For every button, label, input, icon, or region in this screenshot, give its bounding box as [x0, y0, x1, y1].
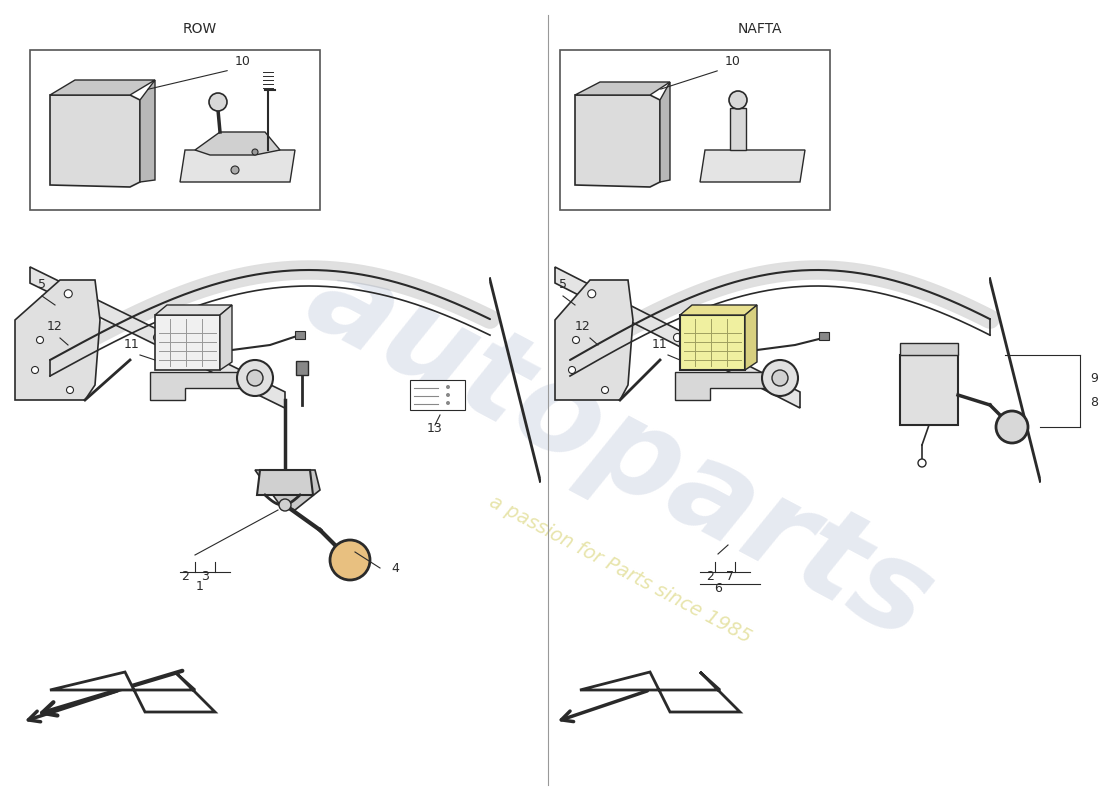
Polygon shape: [140, 80, 155, 182]
Circle shape: [279, 499, 292, 511]
Polygon shape: [556, 267, 800, 408]
Polygon shape: [180, 150, 295, 182]
Circle shape: [330, 540, 370, 580]
Bar: [295, 331, 305, 339]
Bar: [900, 343, 958, 355]
Polygon shape: [195, 132, 280, 155]
Polygon shape: [660, 82, 670, 182]
Text: 11: 11: [124, 338, 140, 351]
Circle shape: [772, 370, 788, 386]
Polygon shape: [675, 372, 764, 400]
Circle shape: [602, 386, 608, 394]
Polygon shape: [580, 672, 740, 712]
Circle shape: [446, 393, 450, 397]
Text: ROW: ROW: [183, 22, 217, 36]
Circle shape: [572, 337, 580, 343]
Text: 6: 6: [714, 582, 722, 595]
Polygon shape: [155, 305, 232, 315]
Circle shape: [236, 360, 273, 396]
Text: 13: 13: [427, 422, 443, 435]
Polygon shape: [990, 278, 1040, 482]
Polygon shape: [50, 95, 140, 187]
Text: 11: 11: [652, 338, 668, 351]
Polygon shape: [30, 267, 285, 408]
Polygon shape: [150, 372, 240, 400]
Circle shape: [66, 386, 74, 394]
Polygon shape: [220, 305, 232, 370]
Polygon shape: [575, 82, 670, 95]
Polygon shape: [15, 280, 100, 400]
Text: 10: 10: [235, 55, 251, 68]
Circle shape: [762, 360, 798, 396]
Text: 2: 2: [182, 570, 189, 583]
Bar: [296, 361, 308, 375]
Circle shape: [248, 370, 263, 386]
Circle shape: [587, 290, 596, 298]
Circle shape: [252, 149, 258, 155]
Text: autoparts: autoparts: [287, 235, 953, 665]
Circle shape: [32, 366, 39, 374]
Text: 12: 12: [47, 320, 63, 333]
Circle shape: [36, 337, 44, 343]
Circle shape: [918, 459, 926, 467]
Bar: [30, 50, 320, 210]
Text: 12: 12: [575, 320, 591, 333]
Polygon shape: [680, 305, 757, 315]
Circle shape: [64, 290, 73, 298]
Polygon shape: [255, 470, 320, 510]
Polygon shape: [490, 278, 540, 482]
Polygon shape: [745, 305, 757, 370]
Circle shape: [729, 91, 747, 109]
Circle shape: [154, 334, 162, 342]
Polygon shape: [50, 80, 155, 95]
Bar: [155, 315, 220, 370]
Circle shape: [673, 334, 682, 342]
Text: 5: 5: [559, 278, 566, 291]
Bar: [820, 332, 829, 340]
Text: 5: 5: [39, 278, 46, 291]
Circle shape: [231, 166, 239, 174]
Polygon shape: [575, 95, 660, 187]
Bar: [680, 315, 745, 370]
Bar: [900, 355, 958, 425]
Circle shape: [209, 93, 227, 111]
Text: 9: 9: [1090, 371, 1098, 385]
Text: NAFTA: NAFTA: [738, 22, 782, 36]
Text: 10: 10: [725, 55, 741, 68]
Bar: [560, 50, 830, 210]
Polygon shape: [50, 672, 215, 712]
Circle shape: [569, 366, 575, 374]
Circle shape: [446, 401, 450, 405]
Bar: [730, 108, 746, 150]
Text: 3: 3: [201, 570, 209, 583]
Bar: [410, 380, 465, 410]
Text: 8: 8: [1090, 395, 1098, 409]
Circle shape: [996, 411, 1028, 443]
Text: 1: 1: [196, 580, 204, 593]
Text: a passion for Parts since 1985: a passion for Parts since 1985: [486, 493, 755, 647]
Polygon shape: [257, 470, 314, 495]
Polygon shape: [700, 150, 805, 182]
Polygon shape: [556, 280, 632, 400]
Circle shape: [759, 378, 768, 386]
Circle shape: [243, 378, 251, 386]
Text: 7: 7: [726, 570, 734, 583]
Text: 4: 4: [392, 562, 399, 575]
Text: 2: 2: [706, 570, 714, 583]
Circle shape: [446, 385, 450, 389]
